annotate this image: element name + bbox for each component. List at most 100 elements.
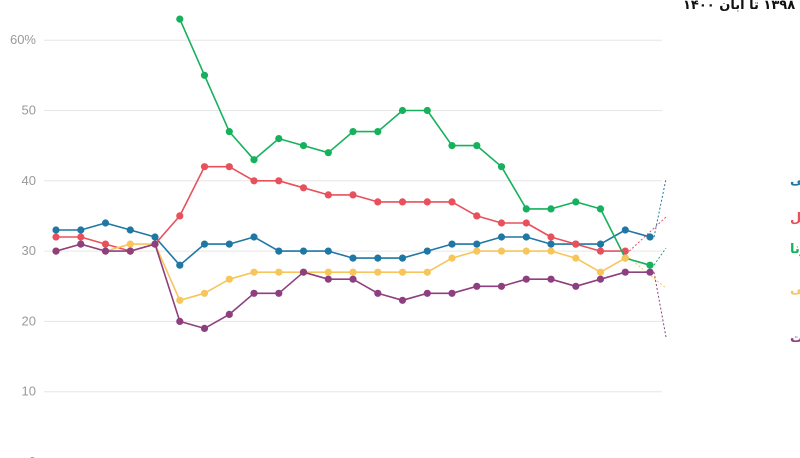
data-point xyxy=(349,128,357,136)
data-point xyxy=(398,254,407,262)
data-point xyxy=(151,240,159,248)
data-point xyxy=(349,275,357,283)
data-point xyxy=(299,268,308,276)
data-point xyxy=(77,226,85,234)
data-point xyxy=(299,142,308,150)
data-point xyxy=(225,310,233,318)
data-point xyxy=(200,289,209,297)
y-tick-label: 50 xyxy=(22,103,36,118)
data-point xyxy=(621,226,629,234)
data-point xyxy=(522,275,530,283)
data-point xyxy=(77,233,85,241)
data-point xyxy=(497,219,506,227)
data-point xyxy=(324,275,332,283)
data-point xyxy=(200,71,209,79)
data-point xyxy=(547,275,555,283)
data-point xyxy=(423,106,431,115)
data-point xyxy=(473,282,481,290)
data-point xyxy=(52,226,60,234)
data-point xyxy=(324,191,332,199)
data-point xyxy=(374,254,382,262)
data-point xyxy=(448,254,456,262)
data-point xyxy=(101,247,110,255)
y-axis: 0 10 20 30 40 50 60% xyxy=(10,32,36,458)
series-4 xyxy=(52,240,629,304)
data-point xyxy=(596,205,605,213)
data-point xyxy=(398,296,407,304)
series-line xyxy=(55,243,626,302)
data-point xyxy=(374,268,382,276)
y-tick-label: 30 xyxy=(22,243,36,258)
data-point xyxy=(448,240,456,248)
data-point xyxy=(101,219,110,227)
data-point xyxy=(126,247,134,255)
legend-connectors xyxy=(628,178,667,338)
legend: فقر و نابرابری اجتماعی بیکاری و مشاغل ویرو… xyxy=(790,173,800,346)
legend-label: جرم و جنایت xyxy=(790,331,800,346)
data-point xyxy=(151,233,159,241)
data-point xyxy=(225,128,233,136)
legend-label: فساد مالی و سیاسی xyxy=(790,282,800,297)
data-point xyxy=(225,275,233,283)
legend-connector xyxy=(653,272,667,338)
y-tick-label: 10 xyxy=(22,384,36,399)
data-point xyxy=(398,198,407,206)
data-point xyxy=(275,247,283,255)
data-point xyxy=(250,233,258,241)
data-point xyxy=(398,106,407,115)
chart-subtitle: آبان ۱۳۹۸ تا آبان ۱۴۰۰ xyxy=(683,0,800,13)
data-point xyxy=(374,198,382,206)
y-tick-label: 40 xyxy=(22,173,36,188)
y-tick-label: 20 xyxy=(22,313,36,328)
data-point xyxy=(176,261,184,269)
data-point xyxy=(497,247,506,255)
data-point xyxy=(200,163,209,171)
legend-connector xyxy=(653,178,667,238)
data-point xyxy=(176,296,184,304)
data-point xyxy=(250,289,258,297)
series-5 xyxy=(52,240,654,332)
data-point xyxy=(572,254,580,262)
data-point xyxy=(646,233,654,241)
data-point xyxy=(77,240,85,248)
data-point xyxy=(572,198,580,206)
series-line xyxy=(179,18,651,266)
data-point xyxy=(547,247,555,255)
data-point xyxy=(596,275,605,283)
data-point xyxy=(646,268,654,276)
data-point xyxy=(324,268,332,276)
legend-label: ویروس کرونا xyxy=(790,242,800,257)
data-point xyxy=(547,233,555,241)
data-point xyxy=(448,289,456,297)
data-point xyxy=(275,268,283,276)
data-point xyxy=(423,247,431,255)
data-point xyxy=(497,282,506,290)
legend-label: فقر و نابرابری اجتماعی xyxy=(790,173,800,188)
data-point xyxy=(52,247,60,255)
series-2 xyxy=(52,163,629,255)
data-point xyxy=(522,219,530,227)
data-point xyxy=(398,268,407,276)
data-point xyxy=(299,247,308,255)
data-point xyxy=(497,163,506,171)
data-point xyxy=(200,240,209,248)
data-point xyxy=(101,240,110,248)
data-point xyxy=(275,177,283,185)
data-point xyxy=(250,268,258,276)
data-point xyxy=(596,268,605,276)
data-point xyxy=(473,142,481,150)
y-tick-label: 0 xyxy=(29,454,36,458)
series-1 xyxy=(52,219,654,269)
y-tick-label: 60% xyxy=(10,32,36,47)
data-point xyxy=(621,268,629,276)
data-point xyxy=(225,163,233,171)
data-point xyxy=(423,198,431,206)
data-point xyxy=(250,177,258,185)
data-point xyxy=(275,135,283,143)
data-point xyxy=(596,240,605,248)
data-point xyxy=(473,212,481,220)
data-point xyxy=(423,289,431,297)
data-point xyxy=(497,233,506,241)
gridlines xyxy=(44,39,662,393)
